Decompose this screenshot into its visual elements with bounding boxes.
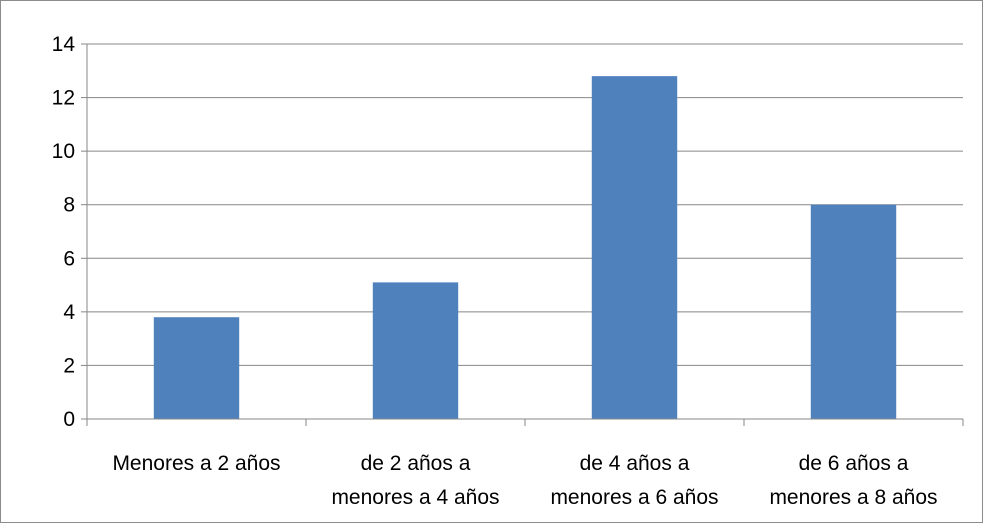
y-tick-label: 6 <box>63 247 75 270</box>
y-tick-label: 10 <box>52 140 75 163</box>
x-category-label: Menores a 2 años <box>112 452 280 475</box>
x-category-label: de 6 años a <box>799 452 909 475</box>
axes <box>81 43 964 426</box>
y-tick-label: 12 <box>52 87 75 110</box>
y-tick-label: 2 <box>63 354 75 377</box>
y-tick-labels: 0 2 4 6 8 10 12 14 <box>52 33 76 431</box>
y-tick-label: 8 <box>63 194 75 217</box>
x-category-label: de 2 años a <box>361 452 471 475</box>
y-tick-label: 14 <box>52 33 76 56</box>
bar <box>810 204 897 419</box>
x-category-label: menores a 6 años <box>550 486 718 509</box>
x-category-label: menores a 4 años <box>331 486 499 509</box>
x-category-labels: Menores a 2 años de 2 años a menores a 4 a… <box>112 452 937 509</box>
bar <box>591 76 678 420</box>
y-tick-label: 4 <box>63 301 75 324</box>
gridlines <box>87 43 963 366</box>
x-category-label: menores a 8 años <box>769 486 937 509</box>
y-tick-label: 0 <box>63 408 75 431</box>
bar <box>153 317 240 419</box>
x-category-label: de 4 años a <box>580 452 690 475</box>
bars <box>153 76 897 420</box>
bar <box>372 282 459 419</box>
